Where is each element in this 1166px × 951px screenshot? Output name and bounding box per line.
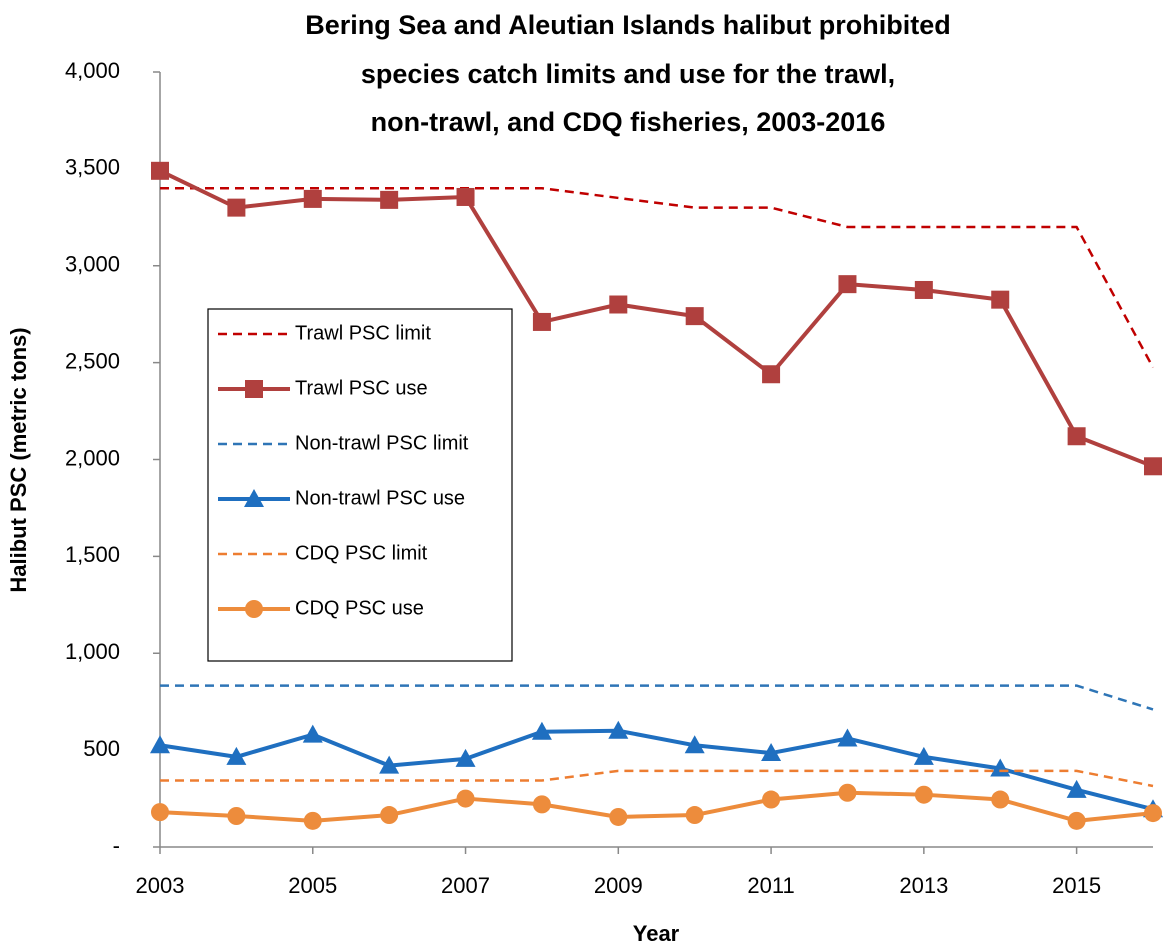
data-point [227, 198, 246, 217]
legend-marker [244, 489, 264, 507]
x-axis-title: Year [633, 921, 680, 946]
data-point [1144, 804, 1162, 823]
x-tick-label: 2003 [136, 873, 185, 898]
data-point [685, 806, 704, 825]
data-point [684, 735, 705, 754]
data-point [762, 365, 781, 384]
x-tick-label: 2009 [594, 873, 643, 898]
y-tick-label: 3,000 [65, 252, 120, 277]
data-point [380, 806, 399, 825]
data-point [150, 735, 170, 754]
data-point [379, 755, 400, 774]
chart-title: species catch limits and use for the tra… [361, 59, 895, 89]
y-tick-label: 2,000 [65, 445, 120, 470]
data-point [1067, 427, 1086, 446]
legend-text: Trawl PSC limit [295, 322, 431, 344]
legend-text: CDQ PSC limit [295, 542, 428, 564]
data-point [991, 790, 1010, 809]
data-point [456, 187, 475, 206]
data-point [914, 785, 933, 804]
data-point [303, 811, 322, 830]
data-point [609, 295, 628, 314]
y-tick-label: 1,500 [65, 542, 120, 567]
data-point [151, 803, 169, 822]
data-point [761, 743, 782, 762]
data-point [380, 190, 399, 209]
legend-text: Trawl PSC use [295, 377, 428, 399]
legend-marker [245, 380, 263, 398]
y-tick-label: - [113, 833, 120, 858]
y-axis-title: Halibut PSC (metric tons) [6, 327, 31, 592]
data-point [1066, 779, 1087, 798]
y-tick-label: 1,000 [65, 639, 120, 664]
data-point [532, 312, 551, 331]
data-point [455, 748, 476, 767]
x-tick-label: 2013 [899, 873, 948, 898]
legend-text: Non-trawl PSC limit [295, 432, 469, 454]
series-line [160, 684, 1154, 711]
y-tick-label: 500 [83, 736, 120, 761]
data-point [914, 280, 933, 299]
data-point [608, 720, 629, 739]
data-point [532, 795, 551, 814]
chart-title: Bering Sea and Aleutian Islands halibut … [305, 10, 951, 40]
series-line [159, 728, 1154, 812]
data-point [609, 807, 628, 826]
y-tick-label: 4,000 [65, 58, 120, 83]
data-point [913, 746, 934, 765]
legend-text: CDQ PSC use [295, 597, 424, 619]
data-point [456, 789, 475, 808]
chart-title: non-trawl, and CDQ fisheries, 2003-2016 [371, 107, 886, 137]
data-point [837, 728, 858, 747]
x-tick-label: 2005 [288, 873, 337, 898]
x-tick-label: 2007 [441, 873, 490, 898]
data-point [838, 783, 857, 802]
data-point [226, 746, 247, 765]
x-tick-label: 2015 [1052, 873, 1101, 898]
series-line [160, 769, 1154, 788]
data-point [838, 275, 857, 294]
series-line [159, 169, 1154, 469]
data-point [1067, 811, 1086, 830]
data-point [151, 161, 169, 180]
y-tick-label: 2,500 [65, 348, 120, 373]
x-tick-label: 2011 [747, 873, 794, 898]
data-point [227, 807, 246, 825]
data-point [531, 721, 552, 740]
data-point [302, 724, 323, 743]
data-point [991, 290, 1010, 309]
data-point [762, 790, 781, 809]
data-point [685, 307, 704, 326]
legend-text: Non-trawl PSC use [295, 487, 465, 509]
series-line [159, 790, 1154, 823]
y-tick-label: 3,500 [65, 155, 120, 180]
legend-marker [245, 600, 263, 618]
data-point [303, 189, 322, 208]
series-line [160, 187, 1155, 369]
data-point [1144, 457, 1162, 476]
